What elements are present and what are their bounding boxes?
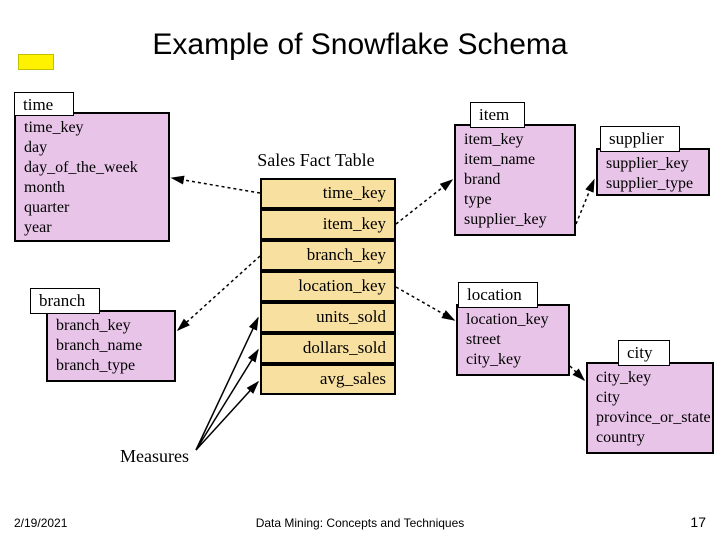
fact-row-dollars-sold: dollars_sold [260, 333, 396, 364]
supplier-field: supplier_type [606, 174, 700, 194]
city-field: country [596, 428, 704, 448]
item-field: type [464, 190, 566, 210]
city-field: city_key [596, 368, 704, 388]
time-field: month [24, 178, 160, 198]
time-field: time_key [24, 118, 160, 138]
city-table-box: city_key city province_or_state country [586, 362, 714, 454]
branch-field: branch_name [56, 336, 166, 356]
branch-field: branch_key [56, 316, 166, 336]
branch-table-label: branch [30, 288, 100, 314]
supplier-table-box: supplier_key supplier_type [596, 148, 710, 196]
location-field: city_key [466, 350, 560, 370]
item-field: item_key [464, 130, 566, 150]
location-table-box: location_key street city_key [456, 304, 570, 376]
slide-title: Example of Snowflake Schema [0, 28, 720, 62]
time-field: day [24, 138, 160, 158]
location-field: location_key [466, 310, 560, 330]
city-field: province_or_state [596, 408, 704, 428]
item-field: brand [464, 170, 566, 190]
fact-table-title: Sales Fact Table [236, 150, 396, 171]
city-table-label: city [618, 340, 670, 366]
fact-row-time-key: time_key [260, 178, 396, 209]
time-field: year [24, 218, 160, 238]
footer-page: 17 [690, 514, 706, 530]
time-field: quarter [24, 198, 160, 218]
fact-row-item-key: item_key [260, 209, 396, 240]
city-field: city [596, 388, 704, 408]
location-field: street [466, 330, 560, 350]
branch-field: branch_type [56, 356, 166, 376]
item-table-label: item [470, 102, 525, 128]
fact-row-location-key: location_key [260, 271, 396, 302]
location-table-label: location [458, 282, 538, 308]
time-field: day_of_the_week [24, 158, 160, 178]
item-table-box: item_key item_name brand type supplier_k… [454, 124, 576, 236]
time-table-box: time_key day day_of_the_week month quart… [14, 112, 170, 242]
supplier-field: supplier_key [606, 154, 700, 174]
branch-table-box: branch_key branch_name branch_type [46, 310, 176, 382]
time-table-label: time [14, 92, 74, 116]
fact-row-branch-key: branch_key [260, 240, 396, 271]
item-field: item_name [464, 150, 566, 170]
footer-center: Data Mining: Concepts and Techniques [0, 516, 720, 530]
supplier-table-label: supplier [600, 126, 680, 152]
measures-label: Measures [120, 446, 189, 467]
item-field: supplier_key [464, 210, 566, 230]
fact-row-avg-sales: avg_sales [260, 364, 396, 395]
fact-row-units-sold: units_sold [260, 302, 396, 333]
